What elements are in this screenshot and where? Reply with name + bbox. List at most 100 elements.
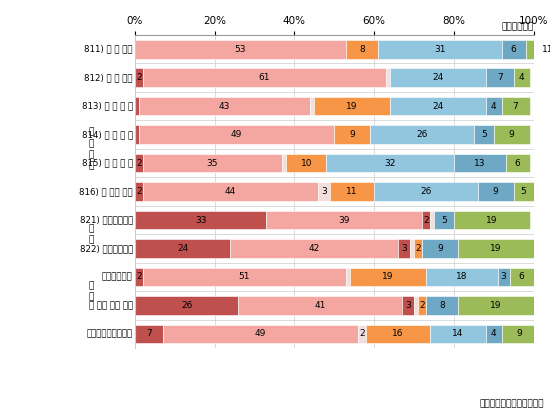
Text: 26: 26 bbox=[181, 301, 192, 310]
Text: 812) 京 都 　駅: 812) 京 都 駅 bbox=[84, 73, 133, 82]
Text: 8: 8 bbox=[439, 301, 444, 310]
Bar bbox=[486, 325, 502, 343]
Bar bbox=[402, 296, 414, 315]
Bar bbox=[135, 211, 266, 229]
Bar bbox=[410, 239, 414, 258]
Bar bbox=[135, 325, 163, 343]
Bar bbox=[510, 268, 534, 286]
Text: 5: 5 bbox=[481, 130, 487, 139]
Text: 新
幹
線
駅: 新 幹 線 駅 bbox=[88, 128, 94, 170]
Text: 5: 5 bbox=[441, 215, 447, 225]
Bar bbox=[282, 154, 287, 172]
Bar bbox=[139, 125, 334, 144]
Bar bbox=[494, 125, 530, 144]
Bar bbox=[135, 296, 239, 315]
Bar bbox=[454, 154, 505, 172]
Text: 814) 新 神 戸 駅: 814) 新 神 戸 駅 bbox=[81, 130, 133, 139]
Text: 18: 18 bbox=[456, 272, 468, 281]
Text: 816) 姫 　路 　駅: 816) 姫 路 駅 bbox=[79, 187, 133, 196]
Bar bbox=[422, 239, 458, 258]
Text: 13: 13 bbox=[474, 159, 486, 168]
Text: 6: 6 bbox=[519, 272, 524, 281]
Bar bbox=[502, 97, 530, 115]
Bar bbox=[318, 183, 330, 201]
Bar bbox=[414, 296, 418, 315]
Text: 9: 9 bbox=[349, 130, 355, 139]
Text: 2: 2 bbox=[423, 215, 428, 225]
Bar bbox=[426, 268, 498, 286]
Text: 7: 7 bbox=[513, 102, 519, 111]
Bar bbox=[486, 97, 502, 115]
Bar bbox=[143, 268, 346, 286]
Text: 43: 43 bbox=[219, 102, 230, 111]
Bar bbox=[346, 268, 350, 286]
Bar bbox=[502, 325, 537, 343]
Text: 44: 44 bbox=[225, 187, 236, 196]
Text: 空
港: 空 港 bbox=[88, 224, 94, 244]
Bar bbox=[390, 97, 486, 115]
Bar bbox=[398, 239, 410, 258]
Text: 7: 7 bbox=[146, 330, 152, 338]
Text: 3: 3 bbox=[405, 301, 411, 310]
Text: 8: 8 bbox=[359, 45, 365, 54]
Text: 3: 3 bbox=[401, 244, 407, 253]
Bar bbox=[330, 183, 374, 201]
Bar bbox=[310, 97, 314, 115]
Bar bbox=[286, 154, 326, 172]
Bar bbox=[486, 68, 514, 87]
Text: 6: 6 bbox=[515, 159, 520, 168]
Text: 813) 新 大 阪 駅: 813) 新 大 阪 駅 bbox=[81, 102, 133, 111]
Bar bbox=[135, 125, 139, 144]
Bar bbox=[139, 97, 310, 115]
Bar bbox=[135, 183, 143, 201]
Text: （単位：％）: （単位：％） bbox=[501, 22, 534, 31]
Text: 7: 7 bbox=[497, 73, 503, 82]
Text: 26: 26 bbox=[416, 130, 427, 139]
Text: 2: 2 bbox=[136, 159, 141, 168]
Bar bbox=[135, 239, 230, 258]
Text: 6: 6 bbox=[511, 45, 516, 54]
Bar bbox=[426, 296, 458, 315]
Bar bbox=[135, 40, 346, 59]
Text: 24: 24 bbox=[432, 102, 443, 111]
Bar bbox=[370, 125, 474, 144]
Text: 広域交通結節点合計: 広域交通結節点合計 bbox=[87, 330, 133, 338]
Bar bbox=[386, 68, 390, 87]
Bar bbox=[326, 154, 454, 172]
Text: 3: 3 bbox=[500, 272, 507, 281]
Text: 33: 33 bbox=[195, 215, 206, 225]
Text: 9: 9 bbox=[493, 187, 498, 196]
Text: 35: 35 bbox=[207, 159, 218, 168]
Text: 19: 19 bbox=[490, 244, 502, 253]
Text: 24: 24 bbox=[432, 73, 443, 82]
Bar bbox=[314, 97, 390, 115]
Text: 49: 49 bbox=[255, 330, 266, 338]
Text: 822) 大阪国際空港: 822) 大阪国際空港 bbox=[80, 244, 133, 253]
Bar bbox=[366, 325, 430, 343]
Bar bbox=[414, 239, 422, 258]
Text: 3: 3 bbox=[321, 187, 327, 196]
Bar bbox=[358, 325, 366, 343]
Text: 811) 米 原 　駅: 811) 米 原 駅 bbox=[84, 45, 133, 54]
Text: 2: 2 bbox=[136, 187, 141, 196]
Text: 空 　港 　合 　計: 空 港 合 計 bbox=[89, 301, 133, 310]
Text: 19: 19 bbox=[490, 301, 502, 310]
Bar bbox=[378, 40, 502, 59]
Bar bbox=[143, 68, 386, 87]
Text: 19: 19 bbox=[346, 102, 358, 111]
Bar bbox=[346, 40, 378, 59]
Bar bbox=[454, 211, 530, 229]
Bar bbox=[163, 325, 358, 343]
Bar bbox=[502, 40, 525, 59]
Text: 資料：広域交通結節点調査: 資料：広域交通結節点調査 bbox=[480, 399, 544, 408]
Bar bbox=[505, 154, 530, 172]
Text: 61: 61 bbox=[258, 73, 270, 82]
Bar bbox=[135, 268, 143, 286]
Text: 49: 49 bbox=[231, 130, 242, 139]
Text: 26: 26 bbox=[420, 187, 432, 196]
Text: 5: 5 bbox=[521, 187, 526, 196]
Text: 19: 19 bbox=[486, 215, 497, 225]
Bar bbox=[143, 154, 282, 172]
Text: 10: 10 bbox=[300, 159, 312, 168]
Bar bbox=[135, 154, 143, 172]
